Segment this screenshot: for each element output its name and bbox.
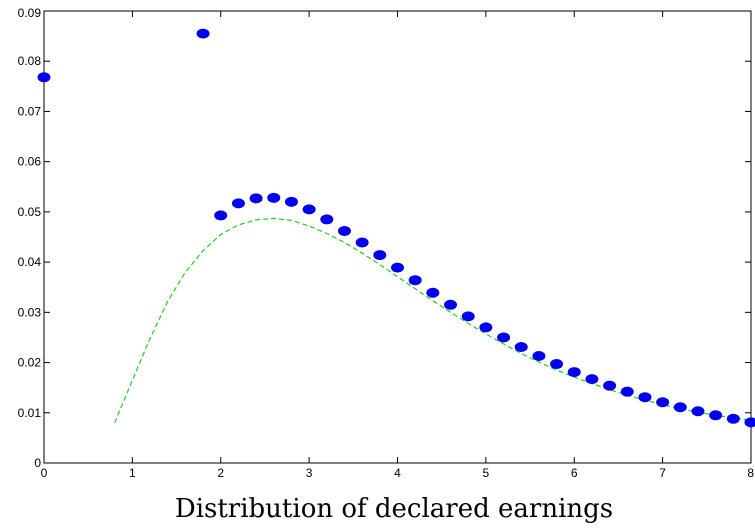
y-tick-label: 0.01 [18,406,42,420]
x-axis: 0 1 2 3 4 5 6 7 8 [41,11,754,480]
data-point [373,250,387,261]
data-point [532,351,546,362]
data-points-series [37,28,755,428]
x-tick-label: 4 [394,466,401,480]
data-point [744,417,755,428]
data-point [479,322,493,333]
data-point [673,402,687,413]
data-point [550,359,564,370]
x-tick-label: 8 [747,466,754,480]
data-point [231,198,245,209]
y-axis: 0 0.01 0.02 0.03 0.04 0.05 0.06 0.07 0.08 0.09 [18,6,751,470]
data-point [461,311,475,322]
y-tick-label: 0.09 [18,6,42,20]
data-point [426,287,440,298]
data-point [249,193,263,204]
data-point [196,28,210,39]
y-tick-label: 0.03 [18,305,42,319]
data-point [37,72,51,83]
data-point [408,275,422,286]
data-point [497,332,511,343]
fit-curve-line [114,217,752,424]
y-tick-label: 0.04 [18,255,42,269]
data-point [267,192,281,203]
data-point [656,397,670,408]
x-tick-label: 0 [41,466,48,480]
data-point [514,341,528,352]
data-point [620,386,634,397]
x-tick-label: 7 [659,466,666,480]
data-point [355,237,369,248]
x-tick-label: 1 [129,466,136,480]
data-point [691,406,705,417]
data-point [320,214,334,225]
data-point [567,367,581,378]
data-point [302,204,316,215]
data-point [214,210,228,221]
fit-curve-series [114,217,752,424]
x-tick-label: 3 [306,466,313,480]
data-point [709,410,723,421]
x-axis-title: Distribution of declared earnings [175,494,613,524]
y-tick-label: 0.02 [18,356,42,370]
data-point [638,392,652,403]
x-tick-label: 2 [217,466,224,480]
data-point [337,225,351,236]
y-tick-label: 0.05 [18,205,42,219]
x-tick-label: 5 [483,466,490,480]
data-point [444,299,458,310]
data-point [603,380,617,391]
data-point [726,413,740,424]
y-tick-label: 0 [34,456,41,470]
y-tick-label: 0.06 [18,155,42,169]
data-point [585,374,599,385]
y-tick-label: 0.07 [18,104,42,118]
x-tick-label: 6 [571,466,578,480]
y-tick-label: 0.08 [18,54,42,68]
data-point [391,262,404,273]
data-point [284,196,298,207]
